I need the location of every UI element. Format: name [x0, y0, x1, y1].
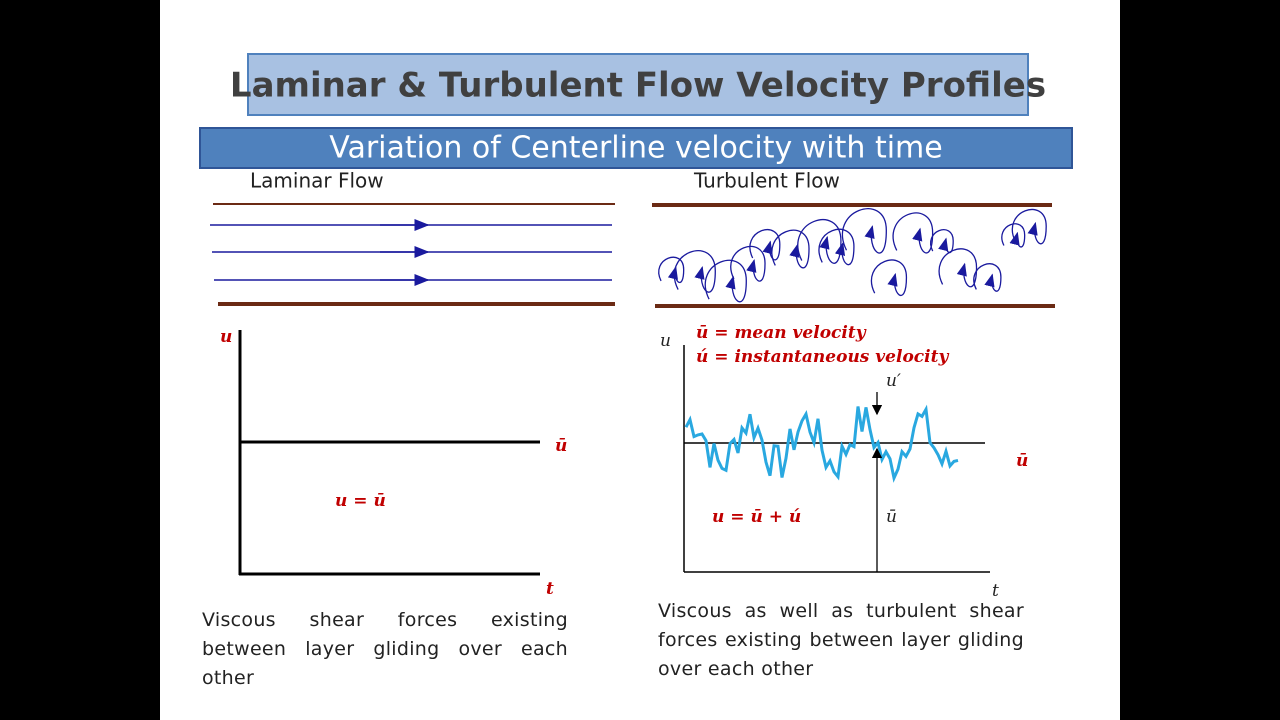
streamlines	[210, 219, 612, 286]
subtitle: Variation of Centerline velocity with ti…	[329, 131, 942, 166]
eddy	[673, 250, 716, 293]
title: Laminar & Turbulent Flow Velocity Profil…	[230, 66, 1046, 106]
mean-label: ū	[555, 436, 567, 456]
eddy	[730, 245, 766, 282]
eddy	[658, 256, 685, 284]
eddy	[871, 259, 908, 297]
turbulent-label: Turbulent Flow	[693, 169, 840, 193]
equation: u = ū + ú	[712, 507, 801, 527]
eddy	[818, 228, 855, 266]
eddy	[797, 219, 842, 264]
y-label: u	[220, 327, 232, 347]
laminar-axes	[238, 330, 540, 576]
turbulent-axes	[683, 345, 990, 573]
legend-mean: ū = mean velocity	[696, 323, 867, 343]
inner-mean-label: ū	[886, 507, 897, 527]
eddy	[930, 229, 954, 254]
eddy	[771, 229, 810, 269]
x-label: t	[992, 581, 999, 601]
turbulent-caption: Viscous as well as turbulent shear force…	[658, 600, 1024, 680]
velocity-trace	[684, 404, 959, 483]
y-label: u	[660, 331, 671, 351]
title-box	[247, 53, 1029, 116]
mean-label: ū	[1016, 451, 1028, 471]
eddy	[1011, 208, 1047, 245]
eddies	[658, 208, 1047, 303]
laminar-caption: Viscous shear forces existing between la…	[202, 609, 568, 689]
eddy	[1001, 223, 1026, 248]
x-label: t	[546, 579, 554, 599]
eddy	[892, 212, 934, 254]
legend-inst: ú = instantaneous velocity	[696, 347, 949, 367]
fluct-label: u′	[886, 371, 901, 391]
eddy	[704, 259, 747, 303]
laminar-label: Laminar Flow	[250, 169, 384, 193]
equation: u = ū	[335, 491, 386, 511]
subtitle-bar	[199, 127, 1073, 169]
eddy	[841, 208, 887, 254]
eddy	[938, 248, 978, 288]
eddy	[973, 263, 1002, 292]
slide-bg	[160, 0, 1120, 720]
eddy	[749, 229, 781, 261]
